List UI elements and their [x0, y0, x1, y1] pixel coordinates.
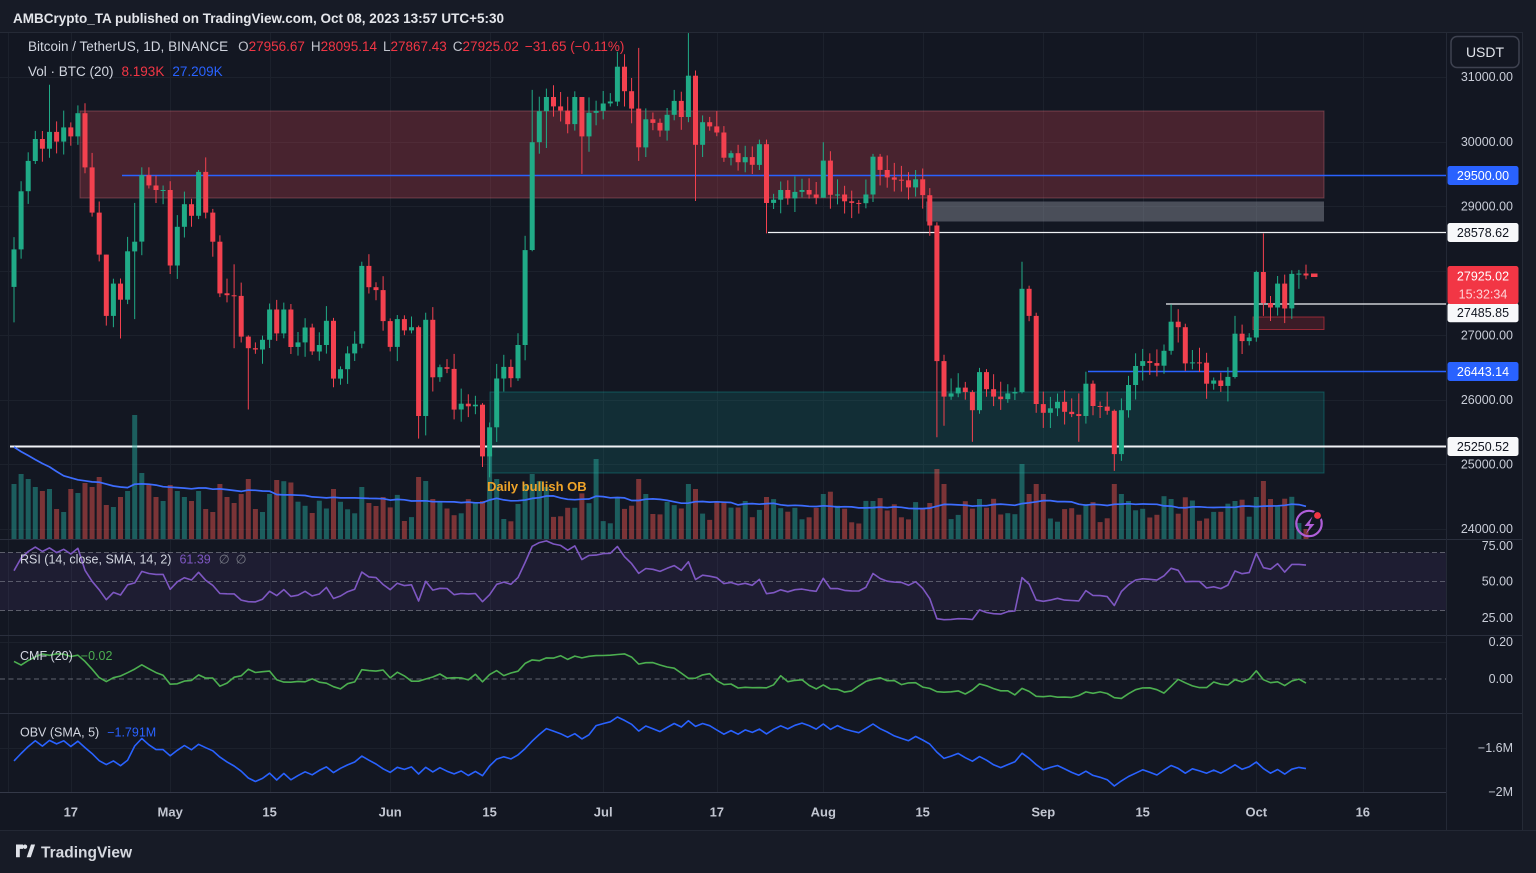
svg-text:Bitcoin / TetherUS, 1D, BINANC: Bitcoin / TetherUS, 1D, BINANCE O27956.67… — [28, 39, 624, 54]
svg-text:29000.00: 29000.00 — [1461, 199, 1513, 213]
svg-text:31000.00: 31000.00 — [1461, 70, 1513, 84]
svg-text:25.00: 25.00 — [1482, 611, 1513, 625]
svg-text:17: 17 — [64, 805, 78, 820]
svg-text:RSI (14, close, SMA, 14, 2)61.: RSI (14, close, SMA, 14, 2) 61.39 ∅ ∅ — [20, 553, 247, 567]
svg-text:Aug: Aug — [811, 805, 836, 820]
svg-text:27485.85: 27485.85 — [1457, 306, 1509, 320]
svg-text:Daily bullish OB: Daily bullish OB — [487, 479, 587, 494]
svg-text:27000.00: 27000.00 — [1461, 328, 1513, 342]
svg-text:26443.14: 26443.14 — [1457, 365, 1509, 379]
svg-text:75.00: 75.00 — [1482, 539, 1513, 553]
svg-text:−1.6M: −1.6M — [1478, 741, 1513, 755]
svg-text:16: 16 — [1356, 805, 1370, 820]
svg-text:TradingView: TradingView — [41, 845, 133, 862]
svg-text:−2M: −2M — [1488, 785, 1513, 799]
svg-text:0.20: 0.20 — [1489, 635, 1513, 649]
svg-text:0.00: 0.00 — [1489, 672, 1513, 686]
svg-text:CMF (20)−0.02: CMF (20) −0.02 — [20, 649, 112, 663]
svg-text:15: 15 — [262, 805, 276, 820]
svg-text:Jul: Jul — [594, 805, 613, 820]
svg-text:Oct: Oct — [1245, 805, 1267, 820]
svg-text:15:32:34: 15:32:34 — [1459, 288, 1508, 302]
svg-text:30000.00: 30000.00 — [1461, 135, 1513, 149]
svg-text:USDT: USDT — [1466, 44, 1505, 60]
svg-text:May: May — [158, 805, 184, 820]
svg-text:15: 15 — [915, 805, 929, 820]
svg-text:Jun: Jun — [379, 805, 402, 820]
svg-text:17: 17 — [710, 805, 724, 820]
svg-text:OBV (SMA, 5)−1.791M: OBV (SMA, 5) −1.791M — [20, 726, 156, 740]
svg-text:25250.52: 25250.52 — [1457, 440, 1509, 454]
svg-text:27925.02: 27925.02 — [1457, 270, 1509, 284]
svg-text:24000.00: 24000.00 — [1461, 522, 1513, 536]
svg-text:50.00: 50.00 — [1482, 575, 1513, 589]
svg-text:28578.62: 28578.62 — [1457, 226, 1509, 240]
svg-text:15: 15 — [1135, 805, 1149, 820]
svg-text:Sep: Sep — [1031, 805, 1055, 820]
svg-text:15: 15 — [482, 805, 496, 820]
svg-text:AMBCrypto_TA published on Trad: AMBCrypto_TA published on TradingView.co… — [13, 11, 504, 26]
svg-text:26000.00: 26000.00 — [1461, 393, 1513, 407]
svg-text:25000.00: 25000.00 — [1461, 458, 1513, 472]
svg-text:29500.00: 29500.00 — [1457, 169, 1509, 183]
